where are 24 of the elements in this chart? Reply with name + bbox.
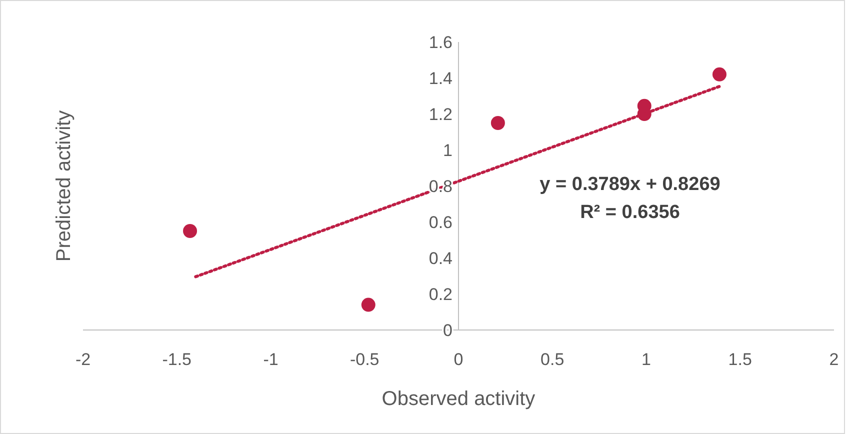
x-axis-title: Observed activity	[382, 388, 536, 410]
y-tick-label: 0.2	[428, 285, 452, 304]
x-tick-label: -0.5	[350, 350, 380, 369]
point	[712, 67, 726, 82]
y-tick-label: 0	[443, 321, 452, 340]
x-tick-label: -1	[263, 350, 278, 369]
x-tick-label: 1	[642, 350, 651, 369]
y-axis-title: Predicted activity	[53, 110, 75, 262]
y-tick-label: 1.6	[428, 33, 452, 52]
y-tick-label: 1	[443, 141, 452, 160]
annotation: y = 0.3789x + 0.8269	[540, 174, 720, 195]
point	[490, 116, 505, 130]
x-tick-label: 1.5	[728, 350, 752, 369]
y-tick-label: 1.2	[428, 105, 452, 124]
point	[183, 224, 198, 238]
x-tick-label: 2	[829, 350, 839, 369]
y-tick-label: 0.4	[428, 249, 452, 268]
x-tick-label: -2	[75, 350, 91, 369]
annotation: R² = 0.6356	[580, 202, 680, 223]
point	[361, 298, 376, 312]
x-tick-label: -1.5	[162, 350, 192, 369]
y-tick-label: 0.6	[428, 213, 452, 232]
x-tick-label: 0.5	[540, 350, 564, 369]
y-tick-label: 1.4	[428, 69, 452, 88]
